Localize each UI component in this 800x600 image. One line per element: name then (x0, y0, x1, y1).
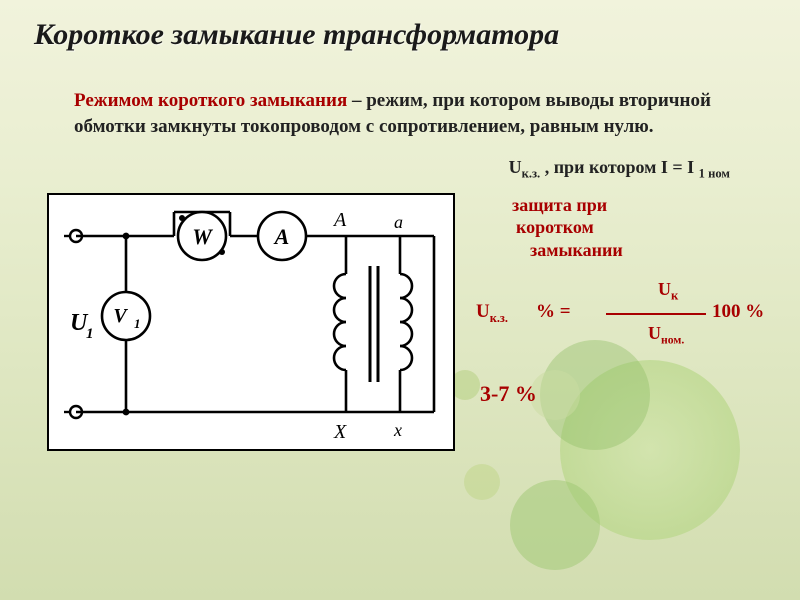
when-text: при котором (554, 157, 657, 177)
protection-line: защита при (512, 194, 766, 217)
unom-sym: U (648, 323, 661, 343)
slide-content: Короткое замыкание трансформатора Режимо… (0, 0, 800, 481)
w-dot (219, 249, 225, 255)
w-dot (179, 215, 185, 221)
unom-denominator: Uном. (648, 323, 684, 347)
ammeter-label: A (273, 224, 290, 249)
lower-row: W A V 1 (34, 188, 766, 463)
ukz-left: Uк.з. (476, 301, 508, 326)
i-sub: 1 ном (699, 167, 730, 181)
slide-title: Короткое замыкание трансформатора (34, 18, 766, 52)
ukz-sub: к.з. (490, 311, 508, 325)
formula-block: Uк Uк.з. % = 100 % Uном. (476, 279, 766, 369)
ukz-sub: к.з. (522, 167, 541, 181)
fraction-line (606, 313, 706, 315)
protection-line: замыкании (512, 239, 766, 262)
node-x: x (393, 420, 402, 440)
voltmeter-label: V (113, 305, 128, 327)
wattmeter-label: W (192, 224, 213, 249)
protection-line: коротком (512, 216, 766, 239)
definition-text: Режимом короткого замыкания – режим, при… (74, 88, 746, 139)
voltmeter-sub: 1 (134, 316, 141, 331)
node-a: a (394, 212, 403, 232)
node-dot (123, 232, 130, 239)
protection-text: защита при коротком замыкании (472, 194, 766, 262)
unom-sub: ном. (661, 334, 684, 347)
uk-sym: U (658, 279, 671, 299)
u1-sub: 1 (86, 326, 94, 342)
definition-highlight: Режимом короткого замыкания (74, 90, 347, 111)
pct-eq: % = (536, 301, 571, 323)
decor-circle (510, 480, 600, 570)
ukz-symbol: U (509, 157, 522, 177)
uk-sub: к (671, 289, 678, 303)
node-A: A (332, 209, 347, 231)
comma: , (540, 157, 554, 177)
circuit-diagram: W A V 1 (34, 188, 464, 463)
node-dot (123, 408, 130, 415)
ukz-sym: U (476, 301, 490, 322)
i-eq: I = I (656, 157, 698, 177)
range-value: 3-7 % (480, 381, 766, 407)
uk-numerator: Uк (658, 279, 678, 304)
circuit-svg: W A V 1 (34, 188, 464, 458)
hundred-pct: 100 % (712, 301, 764, 323)
node-X: X (333, 421, 347, 443)
right-column: защита при коротком замыкании Uк Uк.з. %… (472, 188, 766, 408)
condition-line: Uк.з. , при котором I = I 1 ном (34, 157, 730, 182)
